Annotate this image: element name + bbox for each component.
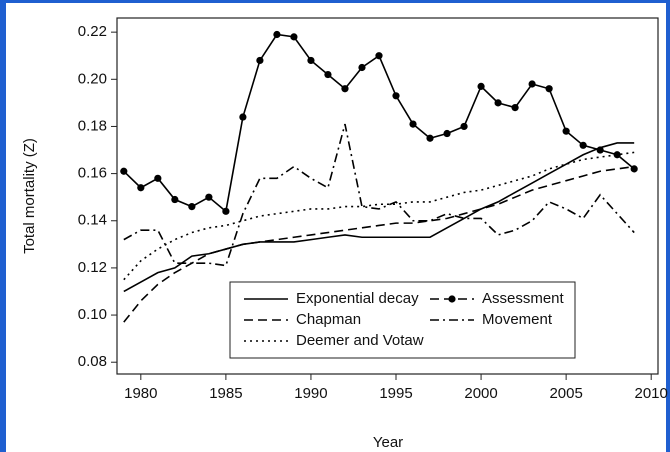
point xyxy=(630,165,638,173)
point xyxy=(409,120,417,128)
point xyxy=(477,82,485,90)
point xyxy=(358,63,366,72)
y-tick-label: 0.20 xyxy=(78,70,107,87)
point xyxy=(579,141,587,149)
series-line xyxy=(123,142,635,293)
x-tick-label: 2010 xyxy=(635,385,668,402)
point xyxy=(290,33,298,41)
point xyxy=(222,207,230,215)
point xyxy=(239,113,247,121)
y-tick-label: 0.08 xyxy=(78,353,107,370)
point xyxy=(562,127,570,135)
x-tick-label: 1980 xyxy=(124,385,157,402)
point xyxy=(528,80,536,88)
legend-marker xyxy=(448,295,456,303)
point xyxy=(154,174,162,182)
legend-label: Movement xyxy=(482,311,553,328)
x-tick-label: 1995 xyxy=(379,385,412,402)
point xyxy=(120,167,128,175)
point xyxy=(205,193,213,201)
point xyxy=(392,92,400,100)
point xyxy=(171,195,179,204)
point xyxy=(545,85,553,93)
point xyxy=(256,56,264,65)
point xyxy=(596,146,604,154)
y-tick-label: 0.14 xyxy=(78,212,107,229)
point xyxy=(613,151,621,159)
y-tick-label: 0.12 xyxy=(78,259,107,276)
x-tick-label: 1985 xyxy=(209,385,242,402)
point xyxy=(460,122,468,131)
frame-edge xyxy=(0,0,6,452)
x-axis-label: Year xyxy=(373,434,403,451)
plot-box xyxy=(116,17,659,375)
series-line xyxy=(123,165,635,323)
point xyxy=(137,184,145,192)
point xyxy=(307,56,315,65)
point xyxy=(341,85,349,93)
point xyxy=(443,129,451,138)
x-tick-label: 2000 xyxy=(464,385,497,402)
point xyxy=(511,103,519,112)
point xyxy=(273,30,281,39)
point xyxy=(324,70,332,79)
y-tick-label: 0.10 xyxy=(78,306,107,323)
point xyxy=(375,52,383,60)
y-tick-label: 0.18 xyxy=(78,117,107,134)
legend-label: Chapman xyxy=(296,311,361,328)
x-tick-label: 1990 xyxy=(294,385,327,402)
series-line xyxy=(123,123,635,267)
point xyxy=(494,99,502,107)
y-axis-label: Total mortality (Z) xyxy=(21,138,38,254)
x-tick-label: 2005 xyxy=(549,385,582,402)
legend-label: Deemer and Votaw xyxy=(296,332,424,349)
legend-label: Exponential decay xyxy=(296,290,419,307)
point xyxy=(188,203,196,211)
legend-label: Assessment xyxy=(482,290,565,307)
point xyxy=(426,134,434,142)
y-tick-label: 0.22 xyxy=(78,23,107,40)
y-tick-label: 0.16 xyxy=(78,165,107,182)
